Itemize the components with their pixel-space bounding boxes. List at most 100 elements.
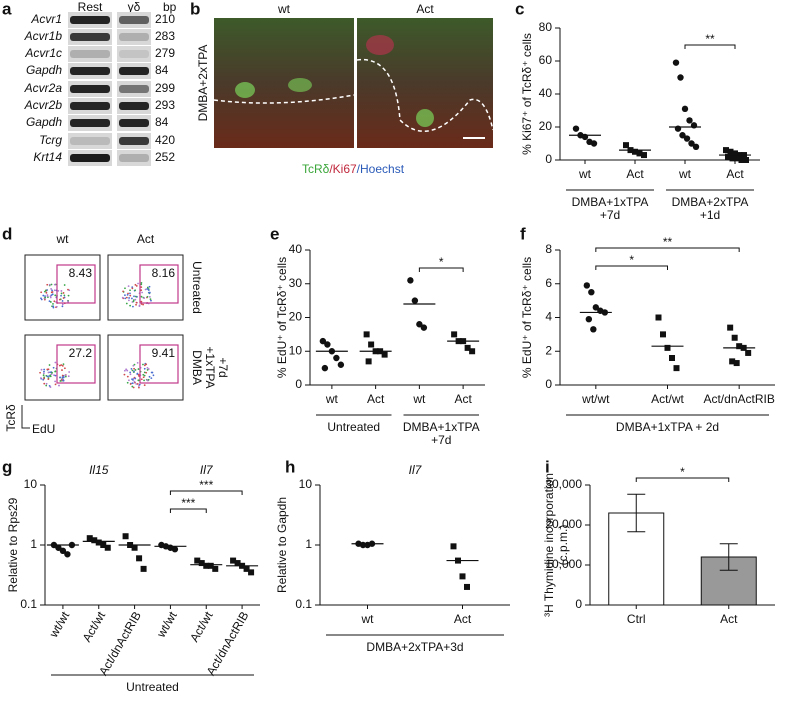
significance-label: **: [663, 235, 673, 249]
event: [60, 290, 63, 292]
event: [61, 300, 64, 302]
data-point: [464, 344, 471, 351]
y-tick-label: 0.1: [295, 597, 312, 611]
column-header: bp: [163, 0, 177, 14]
event: [142, 303, 145, 306]
flow-plot: [107, 254, 184, 321]
data-point: [321, 364, 329, 372]
event: [143, 367, 146, 370]
event: [48, 384, 51, 387]
caption: TcRδ/Ki67/Hoechst: [302, 162, 405, 176]
event: [39, 371, 41, 374]
data-point: [732, 150, 738, 157]
data-point: [664, 344, 671, 351]
data-point: [451, 331, 458, 338]
band-size: 420: [155, 133, 175, 147]
event: [146, 288, 149, 290]
event: [130, 368, 133, 370]
band-size: 293: [155, 98, 175, 112]
event: [49, 371, 52, 374]
event: [126, 293, 129, 296]
error-bar: [627, 493, 646, 533]
gene-name: Krt14: [33, 150, 62, 164]
event: [42, 372, 45, 375]
event: [45, 291, 48, 294]
y-tick-label: 0: [295, 377, 302, 391]
significance-label: **: [705, 32, 715, 46]
caption-part: /Hoechst: [357, 162, 405, 176]
gate-value: 27.2: [69, 346, 93, 360]
gel-band: [119, 85, 149, 93]
gel-band: [70, 50, 110, 58]
y-tick-label: 4: [545, 310, 552, 324]
event: [134, 298, 137, 301]
band-size: 299: [155, 81, 175, 95]
gene-name: Gapdh: [26, 115, 62, 129]
event: [121, 296, 124, 299]
subtitle: Il7: [409, 463, 423, 477]
gel-band: [70, 33, 110, 41]
event: [137, 282, 139, 285]
data-point: [59, 547, 67, 555]
data-point: [363, 331, 370, 338]
event: [131, 385, 134, 388]
gate-value: 9.41: [152, 346, 176, 360]
event: [54, 370, 57, 373]
event: [133, 363, 136, 366]
event: [48, 300, 51, 303]
event: [58, 298, 61, 301]
data-point: [368, 341, 375, 348]
data-point: [738, 157, 745, 163]
gel-band: [119, 154, 149, 162]
y-tick-label: 1: [305, 537, 312, 551]
event: [140, 283, 143, 286]
y-tick-label: 0: [545, 377, 552, 391]
event: [43, 370, 45, 373]
event: [146, 295, 149, 298]
event: [128, 299, 130, 302]
gate: [56, 264, 96, 304]
event: [57, 289, 60, 292]
event: [133, 380, 136, 383]
data-point: [469, 348, 476, 355]
event: [43, 382, 46, 385]
significance-bracket: [635, 477, 730, 482]
data-point: [381, 351, 388, 358]
data-point: [725, 153, 731, 160]
subtitle: Il15: [89, 463, 109, 477]
event: [45, 382, 48, 385]
x-tick-label: wt/wt: [46, 609, 73, 641]
data-point: [319, 337, 327, 345]
column-label: Act: [137, 232, 155, 246]
event: [132, 300, 135, 303]
event: [132, 377, 135, 380]
gene-name: Acvr2b: [24, 98, 63, 112]
event: [62, 292, 65, 294]
gel-band: [70, 119, 110, 127]
gel-lane: [68, 133, 112, 149]
event: [53, 300, 56, 303]
band-size: 283: [155, 29, 175, 43]
event: [60, 364, 63, 366]
axis-label: TcRδ: [4, 404, 18, 432]
event: [50, 294, 53, 297]
data-point: [464, 583, 470, 590]
y-axis-label: Relative to Rps29: [6, 497, 20, 592]
event: [44, 296, 47, 299]
gel-band: [119, 33, 149, 41]
event: [40, 297, 42, 300]
x-tick-label: Act/wt: [80, 609, 109, 645]
event: [67, 300, 70, 303]
event: [134, 283, 137, 286]
epidermis-border: [213, 94, 355, 104]
event: [62, 297, 65, 299]
event: [143, 384, 146, 387]
event: [137, 379, 140, 382]
y-axis-label: % EdU⁺ of TcRδ⁺ cells: [520, 257, 534, 378]
micrograph-wt: [214, 18, 354, 148]
band-size: 279: [155, 46, 175, 60]
event: [135, 301, 138, 304]
event: [134, 289, 137, 292]
y-axis-label: % EdU⁺ of TcRδ⁺ cells: [275, 257, 289, 378]
event: [140, 295, 143, 298]
